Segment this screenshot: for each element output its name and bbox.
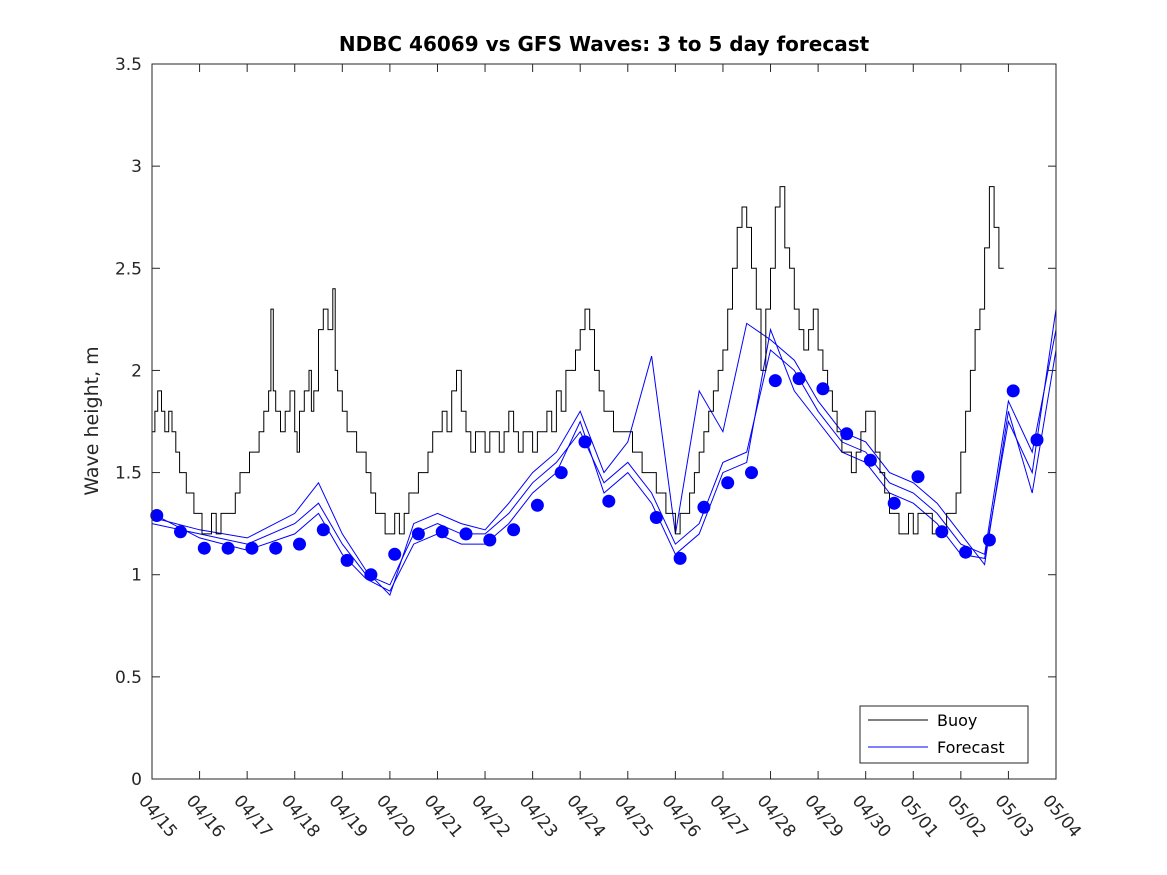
- forecast-point: [269, 541, 283, 555]
- plot-frame: [151, 63, 1057, 780]
- forecast-point: [388, 547, 402, 561]
- forecast-point: [507, 523, 521, 537]
- forecast-point: [578, 435, 592, 449]
- forecast-point: [887, 496, 901, 510]
- y-tick-label: 0.5: [115, 668, 142, 688]
- forecast-run-line: [152, 322, 1056, 597]
- y-tick-label: 2.5: [115, 259, 142, 279]
- forecast-point: [721, 476, 735, 490]
- forecast-point: [316, 523, 330, 537]
- series-layer: [152, 186, 1056, 597]
- forecast-point: [150, 509, 164, 522]
- forecast-point: [792, 372, 806, 386]
- y-tick-label: 3.5: [115, 55, 142, 75]
- marker-layer: [150, 372, 1044, 582]
- forecast-point: [768, 374, 782, 388]
- forecast-point: [816, 382, 830, 396]
- forecast-point: [1006, 384, 1020, 398]
- legend: Buoy Forecast: [859, 705, 1029, 764]
- y-tick-label: 0: [131, 770, 142, 790]
- y-tick-label: 1.5: [115, 464, 142, 484]
- forecast-point: [483, 533, 497, 547]
- buoy-line: [152, 186, 1004, 535]
- forecast-point: [435, 525, 449, 539]
- forecast-point: [911, 470, 925, 484]
- forecast-point: [293, 537, 306, 551]
- forecast-point: [649, 511, 663, 524]
- forecast-point: [459, 527, 473, 541]
- forecast-point: [602, 494, 616, 508]
- chart-title: NDBC 46069 vs GFS Waves: 3 to 5 day fore…: [339, 32, 870, 56]
- legend-forecast-label: Forecast: [937, 738, 1005, 757]
- forecast-point: [745, 466, 758, 480]
- y-tick-label: 2: [131, 361, 142, 381]
- forecast-point: [245, 541, 259, 555]
- forecast-point: [411, 527, 425, 541]
- forecast-point: [840, 427, 854, 441]
- forecast-point: [197, 541, 211, 555]
- forecast-point: [1030, 433, 1044, 447]
- forecast-point: [697, 500, 711, 514]
- forecast-point: [982, 533, 996, 547]
- forecast-run-line: [152, 329, 1056, 586]
- y-axis: 0 0.5 1 1.5 2 2.5 3 3.5: [115, 55, 1056, 790]
- forecast-point: [959, 545, 973, 559]
- forecast-point: [554, 466, 568, 480]
- forecast-point: [530, 498, 544, 512]
- forecast-point: [174, 525, 187, 539]
- y-tick-label: 1: [131, 566, 142, 586]
- y-axis-label: Wave height, m: [81, 346, 103, 495]
- forecast-point: [673, 551, 687, 565]
- plot-area: [152, 64, 1056, 779]
- forecast-point: [863, 453, 877, 467]
- y-tick-label: 3: [131, 157, 142, 177]
- forecast-point: [340, 553, 354, 567]
- legend-buoy-label: Buoy: [937, 711, 977, 730]
- legend-box: [859, 705, 1029, 764]
- forecast-point: [364, 568, 378, 582]
- forecast-run-line: [152, 309, 1056, 592]
- forecast-point: [221, 541, 235, 555]
- forecast-point: [935, 525, 949, 539]
